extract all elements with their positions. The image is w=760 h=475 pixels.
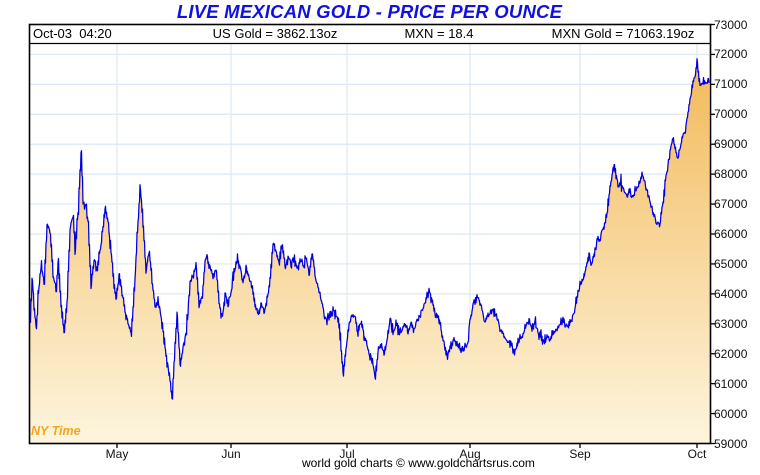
y-axis-label-72000: 72000: [714, 47, 748, 62]
x-axis-label-oct: Oct: [687, 447, 707, 461]
y-axis-label-71000: 71000: [714, 77, 748, 92]
x-axis-label-sep: Sep: [569, 447, 591, 461]
y-axis-label-69000: 69000: [714, 137, 748, 152]
y-axis-label-65000: 65000: [714, 256, 748, 271]
y-axis-label-66000: 66000: [714, 227, 748, 241]
timezone-label: NY Time: [31, 424, 81, 438]
header-us-gold-value: US Gold = 3862.13oz: [212, 26, 338, 41]
x-axis-label-jun: Jun: [221, 447, 241, 461]
y-axis-label-60000: 60000: [714, 406, 748, 421]
y-axis-label-67000: 67000: [714, 197, 748, 212]
x-axis-label-aug: Aug: [459, 447, 481, 461]
copyright-footer: world gold charts © www.goldchartsrus.co…: [302, 456, 535, 470]
x-axis-label-jul: Jul: [339, 447, 355, 461]
chart-title: LIVE MEXICAN GOLD - PRICE PER OUNCE: [176, 1, 563, 22]
y-axis-label-70000: 70000: [714, 107, 748, 122]
header-timestamp: Oct-03 04:20: [33, 26, 112, 41]
header-mxn-gold-value: MXN Gold = 71063.19oz: [551, 26, 695, 41]
y-axis-label-62000: 62000: [714, 346, 748, 361]
x-axis-label-may: May: [105, 447, 129, 461]
y-axis-label-73000: 73000: [714, 17, 748, 32]
header-mxn-rate-value: MXN = 18.4: [404, 26, 474, 41]
y-axis-label-64000: 64000: [714, 286, 748, 301]
y-axis-label-63000: 63000: [714, 316, 748, 331]
y-axis-label-68000: 68000: [714, 167, 748, 182]
y-axis-label-61000: 61000: [714, 376, 748, 391]
y-axis-label-59000: 59000: [714, 436, 748, 451]
